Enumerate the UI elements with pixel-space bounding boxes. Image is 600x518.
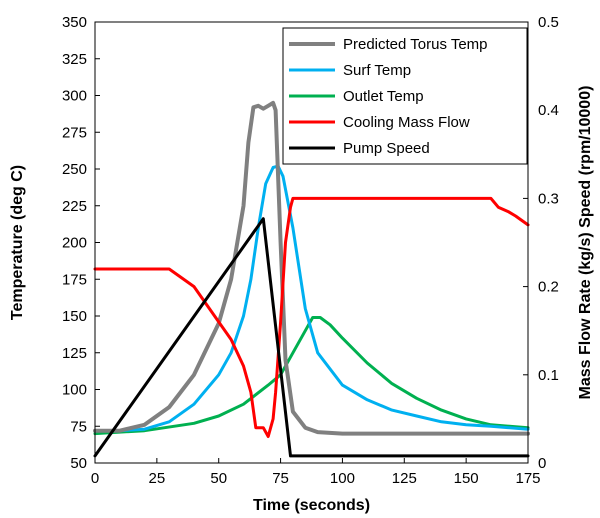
series-line-predicted-torus-temp xyxy=(93,100,530,436)
x-tick-label: 25 xyxy=(149,470,166,487)
y-tick-label: 350 xyxy=(62,14,87,31)
series-layer xyxy=(93,100,530,458)
x-tick-label: 125 xyxy=(392,470,417,487)
series-line-cooling-mass-flow xyxy=(93,196,530,438)
series-line-surf-temp xyxy=(93,164,530,433)
x-tick-label: 150 xyxy=(454,470,479,487)
x-tick-label: 100 xyxy=(330,470,355,487)
y-tick-label: 100 xyxy=(62,382,87,399)
y-tick-label: 300 xyxy=(62,88,87,105)
x-tick-label: 50 xyxy=(210,470,227,487)
y-tick-label: 250 xyxy=(62,161,87,178)
x-tick-label: 175 xyxy=(515,470,540,487)
y-axis-title: Temperature (deg C) xyxy=(9,165,26,320)
y-tick-label: 200 xyxy=(62,235,87,252)
x-axis-title: Time (seconds) xyxy=(253,497,370,514)
y-axis-ticks: 50 75 100 125 150 175 200 225 250 275 300 325 350 xyxy=(62,14,100,472)
y2-tick-label: 0.2 xyxy=(538,279,559,296)
x-axis-ticks: 0 25 50 75 100 125 150 175 xyxy=(91,458,541,487)
y-tick-label: 50 xyxy=(70,455,87,472)
series-line-outlet-temp xyxy=(93,316,530,436)
legend-label: Surf Temp xyxy=(343,62,411,79)
x-tick-label: 75 xyxy=(272,470,289,487)
y2-tick-label: 0.1 xyxy=(538,367,559,384)
y-tick-label: 225 xyxy=(62,198,87,215)
legend: Predicted Torus Temp Surf Temp Outlet Temp… xyxy=(282,27,528,165)
legend-label: Pump Speed xyxy=(343,140,430,157)
y-tick-label: 125 xyxy=(62,345,87,362)
x-tick-label: 0 xyxy=(91,470,99,487)
legend-label: Outlet Temp xyxy=(343,88,424,105)
y2-tick-label: 0.3 xyxy=(538,190,559,207)
y-tick-label: 325 xyxy=(62,51,87,68)
y-tick-label: 275 xyxy=(62,124,87,141)
y2-tick-label: 0.5 xyxy=(538,14,559,31)
y2-tick-label: 0.4 xyxy=(538,102,559,119)
legend-label: Cooling Mass Flow xyxy=(343,114,470,131)
y2-tick-label: 0 xyxy=(538,455,546,472)
y-tick-label: 175 xyxy=(62,271,87,288)
y2-axis-ticks: 0 0.1 0.2 0.3 0.4 0.5 xyxy=(523,14,559,472)
y-tick-label: 150 xyxy=(62,308,87,325)
legend-label: Predicted Torus Temp xyxy=(343,36,488,53)
y-tick-label: 75 xyxy=(70,418,87,435)
series-line-pump-speed xyxy=(93,217,530,458)
y2-axis-title: Mass Flow Rate (kg/s) Speed (rpm/10000) xyxy=(577,86,594,400)
